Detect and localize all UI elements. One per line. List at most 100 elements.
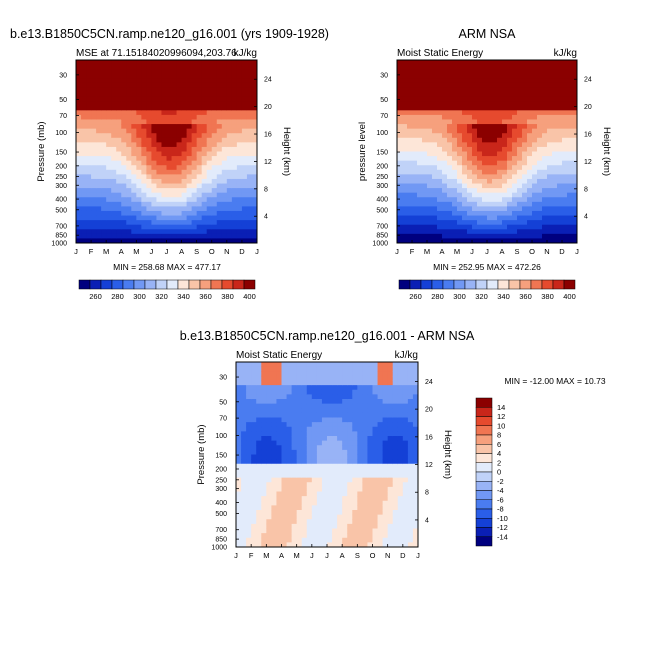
contour-cell [296,454,303,460]
contour-cell [81,124,87,130]
contour-cell [387,403,394,409]
contour-cell [417,64,423,70]
contour-cell [542,183,548,189]
contour-cell [211,178,218,185]
contour-cell [241,220,248,226]
contour-cell [271,473,277,479]
contour-cell [121,160,127,166]
contour-cell [467,215,473,221]
contour-cell [321,375,328,382]
contour-cell [407,110,413,116]
contour-cell [442,119,448,125]
contour-cell [111,105,117,111]
contour-cell [231,133,238,139]
contour-cell [357,412,363,419]
contour-cell [241,399,247,405]
contour-cell [171,69,178,75]
contour-cell [311,514,318,520]
contour-cell [507,156,513,162]
contour-cell [497,105,503,111]
contour-cell [96,73,102,79]
contour-cell [311,366,318,372]
contour-cell [347,505,353,511]
contour-cell [477,183,483,189]
contour-cell [397,110,403,116]
contour-cell [251,445,257,451]
colorbar-label: 260 [89,292,102,301]
contour-cell [337,389,343,395]
contour-cell [186,69,193,75]
contour-cell [241,87,248,93]
contour-cell [216,64,223,70]
contour-cell [166,183,173,189]
contour-cell [527,69,533,75]
contour-cell [116,96,122,102]
contour-cell [557,142,563,148]
contour-cell [372,412,379,419]
contour-cell [417,174,423,180]
contour-cell [286,371,293,377]
contour-cell [166,119,173,125]
contour-cell [246,491,252,497]
contour-cell [306,500,313,506]
contour-cell [502,64,508,70]
contour-cell [176,238,183,244]
contour-cell [301,514,308,520]
contour-cell [161,128,167,134]
contour-cell [86,119,92,125]
contour-cell [301,375,308,382]
contour-cell [86,73,92,79]
contour-cell [181,146,188,153]
contour-cell [311,375,318,382]
contour-cell [437,119,443,125]
contour-cell [437,142,443,148]
contour-cell [181,87,188,93]
contour-cell [497,78,503,84]
contour-cell [201,142,208,148]
contour-cell [311,542,318,548]
contour-cell [96,124,102,130]
contour-cell [387,371,394,377]
contour-cell [221,229,228,235]
contour-cell [261,523,267,530]
contour-cell [367,514,373,520]
contour-cell [352,422,358,428]
contour-cell [206,82,213,88]
contour-cell [442,215,448,221]
contour-cell [121,229,127,235]
contour-cell [407,445,414,451]
contour-cell [337,468,343,474]
contour-cell [412,412,419,419]
contour-cell [457,165,463,171]
contour-cell [196,178,203,185]
contour-cell [397,403,404,409]
contour-cell [106,128,112,134]
contour-cell [362,482,368,488]
contour-cell [422,220,428,226]
contour-cell [121,215,127,221]
contour-cell [321,473,328,479]
contour-cell [362,375,368,382]
colorbar-label: 300 [453,292,466,301]
contour-cell [236,473,242,479]
contour-cell [251,482,257,488]
contour-cell [151,201,157,207]
colorbar-label: 340 [497,292,510,301]
contour-cell [116,197,122,203]
contour-cell [332,440,338,446]
contour-cell [557,133,563,139]
y-axis-label: pressure level [357,122,368,181]
contour-cell [387,389,394,395]
contour-cell [557,183,563,189]
contour-cell [377,463,384,469]
contour-cell [76,64,82,70]
contour-cell [251,366,257,372]
contour-cell [311,449,318,456]
contour-cell [342,514,348,520]
contour-cell [422,64,428,70]
contour-cell [402,468,409,474]
contour-cell [86,201,92,207]
panel-diff: b.e13.B1850C5CN.ramp.ne120_g16.001 - ARM… [180,329,606,560]
contour-cell [352,440,358,446]
contour-cell [91,229,97,235]
